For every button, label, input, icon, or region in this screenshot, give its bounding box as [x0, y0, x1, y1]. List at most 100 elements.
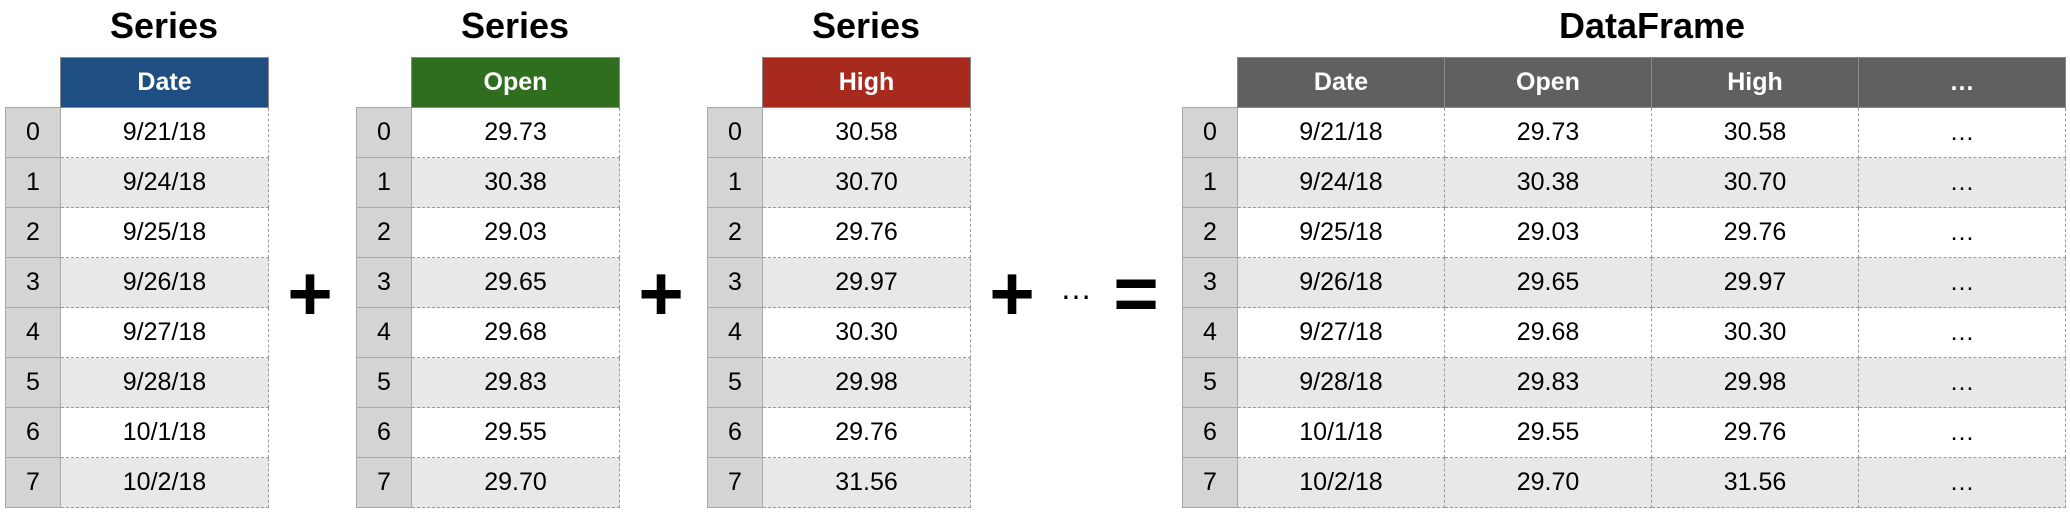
series-value: 29.83	[411, 357, 620, 408]
dataframe-cell: …	[1858, 407, 2066, 458]
series-value: 29.76	[762, 407, 971, 458]
series-open-title: Series	[460, 5, 570, 46]
series-value: 30.30	[762, 307, 971, 358]
table-row: 5 29.98	[707, 357, 971, 408]
dataframe-table: Date Open High … 0 9/21/18 29.73 30.58… 1 9/2…	[1182, 57, 2066, 508]
row-index: 5	[356, 357, 412, 408]
dataframe-header-row: Date Open High …	[1183, 57, 2066, 108]
row-index: 4	[5, 307, 61, 358]
table-row: 4 9/27/18 29.68 30.30…	[1182, 307, 2066, 358]
dataframe-cell: 29.98	[1651, 357, 1859, 408]
row-index: 1	[707, 157, 763, 208]
dataframe-cell: 29.68	[1444, 307, 1652, 358]
table-row: 0 30.58	[707, 107, 971, 158]
row-index: 7	[707, 457, 763, 508]
table-row: 7 10/2/18	[5, 457, 269, 508]
dataframe-cell: 9/27/18	[1237, 307, 1445, 358]
row-index: 6	[1182, 407, 1238, 458]
series-value: 31.56	[762, 457, 971, 508]
row-index: 4	[1182, 307, 1238, 358]
series-value: 10/2/18	[60, 457, 269, 508]
plus-operator: +	[638, 249, 684, 337]
table-row: 2 29.03	[356, 207, 620, 258]
dataframe-cell: 9/26/18	[1237, 257, 1445, 308]
series-value: 29.03	[411, 207, 620, 258]
row-index: 1	[356, 157, 412, 208]
dataframe-cell: 29.76	[1651, 407, 1859, 458]
series-value: 9/28/18	[60, 357, 269, 408]
series-value: 9/21/18	[60, 107, 269, 158]
series-date-title: Series	[109, 5, 219, 46]
equals-operator: =	[1113, 249, 1159, 337]
dataframe-cell: …	[1858, 207, 2066, 258]
series-value: 9/26/18	[60, 257, 269, 308]
index-header-blank	[708, 58, 763, 108]
dataframe-cell: …	[1858, 307, 2066, 358]
dataframe-cell: …	[1858, 257, 2066, 308]
table-row: 7 29.70	[356, 457, 620, 508]
table-row: 7 10/2/18 29.70 31.56…	[1182, 457, 2066, 508]
table-row: 1 30.70	[707, 157, 971, 208]
row-index: 0	[5, 107, 61, 158]
table-row: 4 9/27/18	[5, 307, 269, 358]
series-value: 29.73	[411, 107, 620, 158]
dataframe-cell: 31.56	[1651, 457, 1859, 508]
row-index: 3	[707, 257, 763, 308]
series-value: 30.70	[762, 157, 971, 208]
series-open-header: Open	[411, 57, 620, 108]
row-index: 3	[5, 257, 61, 308]
series-open-table: Open 0 29.73 1 30.38 2 29.03 3 29.65 4 29.68 5 29.8…	[356, 57, 620, 508]
row-index: 0	[707, 107, 763, 158]
series-value: 10/1/18	[60, 407, 269, 458]
series-value: 29.55	[411, 407, 620, 458]
series-value: 29.65	[411, 257, 620, 308]
series-value: 29.97	[762, 257, 971, 308]
table-row: 3 9/26/18	[5, 257, 269, 308]
row-index: 7	[5, 457, 61, 508]
row-index: 4	[356, 307, 412, 358]
dataframe-cell: 29.55	[1444, 407, 1652, 458]
row-index: 3	[1182, 257, 1238, 308]
more-series-ellipsis: …	[1060, 270, 1092, 306]
row-index: 2	[707, 207, 763, 258]
dataframe-cell: …	[1858, 157, 2066, 208]
dataframe-cell: …	[1858, 357, 2066, 408]
table-row: 6 29.76	[707, 407, 971, 458]
plus-operator: +	[989, 249, 1035, 337]
series-high-title: Series	[811, 5, 921, 46]
table-row: 0 9/21/18	[5, 107, 269, 158]
dataframe-cell: 29.83	[1444, 357, 1652, 408]
series-date-header: Date	[60, 57, 269, 108]
dataframe-column-header: …	[1858, 57, 2066, 108]
dataframe-cell: 29.97	[1651, 257, 1859, 308]
series-high-body: 0 30.58 1 30.70 2 29.76 3 29.97 4 30.30 5 29.98 6 29.…	[707, 107, 971, 508]
table-row: 4 30.30	[707, 307, 971, 358]
row-index: 6	[707, 407, 763, 458]
table-row: 2 9/25/18 29.03 29.76…	[1182, 207, 2066, 258]
table-row: 1 9/24/18 30.38 30.70…	[1182, 157, 2066, 208]
dataframe-cell: 9/25/18	[1237, 207, 1445, 258]
dataframe-column-header: Open	[1444, 57, 1652, 108]
table-row: 1 9/24/18	[5, 157, 269, 208]
dataframe-cell: 29.65	[1444, 257, 1652, 308]
table-row: 5 9/28/18 29.83 29.98…	[1182, 357, 2066, 408]
table-row: 2 29.76	[707, 207, 971, 258]
row-index: 5	[5, 357, 61, 408]
row-index: 1	[1182, 157, 1238, 208]
dataframe-cell: 9/28/18	[1237, 357, 1445, 408]
table-row: 0 29.73	[356, 107, 620, 158]
table-row: 5 9/28/18	[5, 357, 269, 408]
table-row: 4 29.68	[356, 307, 620, 358]
table-row: 5 29.83	[356, 357, 620, 408]
table-row: 3 29.97	[707, 257, 971, 308]
series-value: 9/25/18	[60, 207, 269, 258]
row-index: 3	[356, 257, 412, 308]
series-value: 30.38	[411, 157, 620, 208]
index-header-blank	[357, 58, 412, 108]
table-row: 6 10/1/18 29.55 29.76…	[1182, 407, 2066, 458]
series-date-body: 0 9/21/18 1 9/24/18 2 9/25/18 3 9/26/18 4 9/27/18…	[5, 107, 269, 508]
dataframe-cell: 10/2/18	[1237, 457, 1445, 508]
row-index: 0	[1182, 107, 1238, 158]
row-index: 0	[356, 107, 412, 158]
series-date-table: Date 0 9/21/18 1 9/24/18 2 9/25/18 3 9/26/18 4 9/…	[5, 57, 269, 508]
